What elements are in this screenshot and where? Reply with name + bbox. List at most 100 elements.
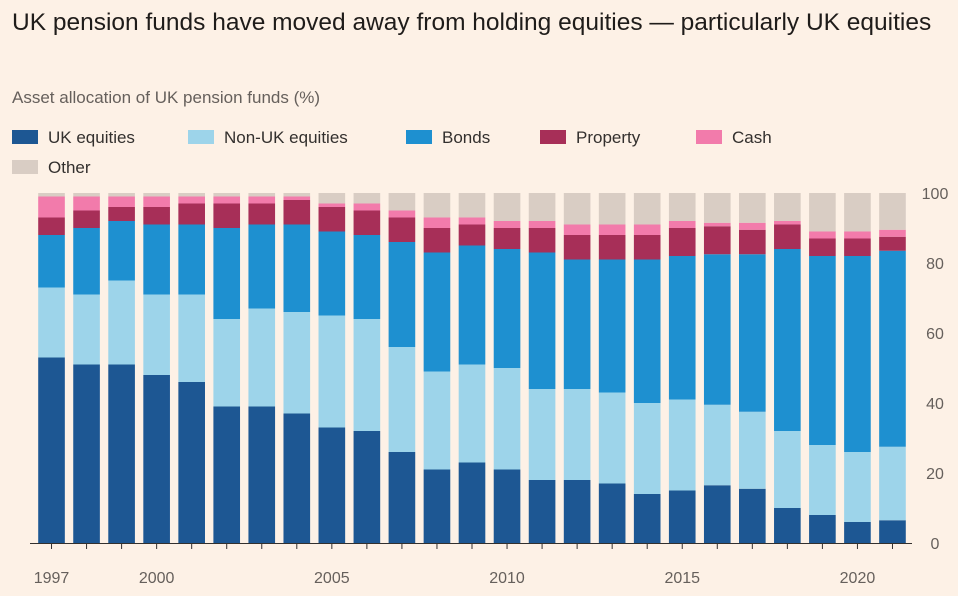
- bar-cash-1997: [38, 196, 65, 218]
- bar-property-2008: [423, 228, 451, 253]
- y-tick-label: 60: [926, 326, 944, 343]
- bar-cash-1999: [108, 196, 135, 207]
- bar-cash-2004: [283, 196, 311, 200]
- bar-cash-2008: [423, 217, 451, 228]
- bar-uk-equities-2019: [809, 515, 836, 543]
- bar-other-2011: [528, 193, 556, 221]
- bar-non-uk-equities-2006: [353, 319, 381, 431]
- bar-non-uk-equities-2016: [703, 404, 731, 486]
- bar-bonds-2012: [563, 259, 591, 389]
- bar-property-2021: [879, 236, 906, 251]
- bar-non-uk-equities-2020: [844, 452, 871, 522]
- bar-non-uk-equities-2010: [493, 368, 521, 470]
- bar-property-2007: [388, 217, 416, 242]
- bar-bonds-2017: [739, 254, 766, 412]
- bar-property-2014: [633, 235, 661, 260]
- bar-uk-equities-2009: [458, 462, 486, 543]
- bar-non-uk-equities-2005: [318, 315, 346, 428]
- bar-property-2012: [563, 235, 591, 260]
- bar-property-1998: [73, 210, 100, 228]
- bar-non-uk-equities-2019: [809, 445, 836, 515]
- bar-uk-equities-2001: [178, 382, 205, 543]
- bar-non-uk-equities-2015: [668, 399, 696, 491]
- bar-other-2000: [143, 193, 170, 197]
- bar-uk-equities-2011: [528, 480, 556, 543]
- bar-bonds-2016: [703, 254, 731, 405]
- bar-bonds-1998: [73, 228, 100, 295]
- bar-cash-2006: [353, 203, 381, 211]
- bar-other-2006: [353, 193, 381, 204]
- bar-other-2021: [879, 193, 906, 230]
- bar-property-2019: [809, 238, 836, 256]
- bar-other-2018: [774, 193, 801, 221]
- legend-swatch-non-uk-equities: [188, 130, 214, 144]
- bar-bonds-2009: [458, 245, 486, 365]
- legend-swatch-other: [12, 160, 38, 174]
- bar-cash-2015: [668, 221, 696, 228]
- bar-bonds-2011: [528, 252, 556, 389]
- bar-bonds-2002: [213, 228, 241, 319]
- bar-uk-equities-2000: [143, 375, 170, 543]
- x-tick-label: 2005: [314, 570, 350, 587]
- legend-item-non-uk-equities: Non-UK equities: [188, 128, 348, 148]
- bar-bonds-2008: [423, 252, 451, 372]
- bar-other-2001: [178, 193, 205, 197]
- bar-bonds-2003: [248, 224, 276, 309]
- bar-bonds-2013: [598, 259, 626, 393]
- legend-label-cash: Cash: [732, 128, 772, 147]
- bar-non-uk-equities-2013: [598, 392, 626, 484]
- y-tick-label: 0: [931, 536, 940, 553]
- bar-cash-2019: [809, 231, 836, 239]
- bar-bonds-2021: [879, 250, 906, 447]
- bar-non-uk-equities-2014: [633, 403, 661, 494]
- bar-bonds-2006: [353, 235, 381, 319]
- bar-cash-2009: [458, 217, 486, 225]
- x-tick-label: 1997: [34, 570, 70, 587]
- bar-other-2005: [318, 193, 346, 204]
- bar-other-2008: [423, 193, 451, 218]
- bar-property-2018: [774, 224, 801, 249]
- bar-bonds-2010: [493, 249, 521, 368]
- bar-non-uk-equities-1999: [108, 280, 135, 365]
- y-tick-label: 20: [926, 466, 944, 483]
- bar-property-2020: [844, 238, 871, 256]
- bar-cash-2014: [633, 224, 661, 235]
- bar-bonds-2019: [809, 256, 836, 445]
- bar-non-uk-equities-2007: [388, 347, 416, 452]
- bar-property-1999: [108, 207, 135, 221]
- bar-non-uk-equities-2003: [248, 308, 276, 407]
- legend-swatch-uk-equities: [12, 130, 38, 144]
- bar-bonds-2000: [143, 224, 170, 295]
- chart-subtitle: Asset allocation of UK pension funds (%): [12, 88, 321, 107]
- bar-uk-equities-2005: [318, 427, 346, 543]
- bar-non-uk-equities-2000: [143, 294, 170, 375]
- bar-bonds-2020: [844, 256, 871, 452]
- bar-non-uk-equities-2002: [213, 319, 241, 407]
- bar-other-1998: [73, 193, 100, 197]
- legend-label-non-uk-equities: Non-UK equities: [224, 128, 348, 147]
- bar-uk-equities-2010: [493, 469, 521, 543]
- bar-bonds-1999: [108, 221, 135, 281]
- bar-property-2003: [248, 203, 276, 225]
- bar-property-2017: [739, 229, 766, 255]
- bar-other-2016: [703, 193, 731, 223]
- bar-property-2013: [598, 235, 626, 260]
- bar-uk-equities-2021: [879, 520, 906, 543]
- bar-uk-equities-1997: [38, 357, 65, 543]
- bar-bonds-2015: [668, 256, 696, 400]
- bar-cash-2010: [493, 221, 521, 228]
- bar-uk-equities-2020: [844, 522, 871, 543]
- bar-property-2002: [213, 203, 241, 228]
- bar-cash-2018: [774, 221, 801, 225]
- bar-property-2006: [353, 210, 381, 235]
- bar-cash-2000: [143, 196, 170, 207]
- x-tick-label: 2020: [840, 570, 876, 587]
- bar-other-2002: [213, 193, 241, 197]
- bar-non-uk-equities-2009: [458, 364, 486, 463]
- bar-non-uk-equities-1997: [38, 287, 65, 358]
- x-tick-label: 2015: [664, 570, 700, 587]
- bar-property-2011: [528, 228, 556, 253]
- legend-item-property: Property: [540, 128, 640, 148]
- bar-property-2001: [178, 203, 205, 225]
